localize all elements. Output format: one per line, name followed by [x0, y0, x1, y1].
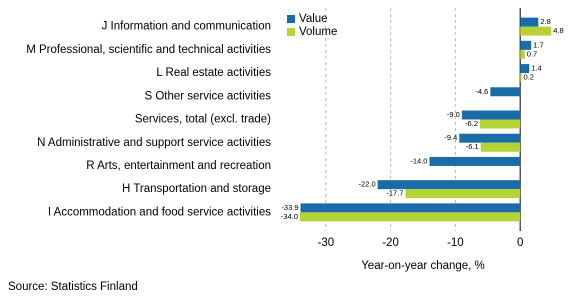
y-tick-label: M Professional, scientific and technical… — [26, 44, 271, 56]
y-tick-label: R Arts, entertainment and recreation — [86, 160, 271, 172]
value-label: 2.8 — [540, 17, 550, 26]
value-label: -6.2 — [465, 119, 478, 128]
value-label: 0.2 — [523, 73, 533, 82]
x-tick-label: -30 — [318, 237, 335, 249]
bar — [520, 49, 525, 59]
bar — [459, 133, 521, 143]
x-tick-label: -10 — [447, 237, 464, 249]
bar — [377, 180, 521, 190]
bar — [405, 189, 521, 199]
value-label: 1.4 — [531, 64, 541, 73]
x-tick-label: 0 — [517, 237, 523, 249]
bar — [520, 17, 539, 27]
value-label: -34.0 — [281, 212, 298, 221]
bar — [520, 73, 522, 83]
y-tick-label: N Administrative and support service act… — [37, 137, 271, 149]
value-label: -33.9 — [281, 203, 298, 212]
value-label: 4.8 — [553, 26, 563, 35]
bar — [480, 119, 521, 129]
bar — [520, 26, 552, 36]
value-label: -4.6 — [475, 87, 488, 96]
value-label: -22.0 — [359, 180, 376, 189]
value-label: -14.0 — [410, 156, 427, 165]
legend-swatch — [287, 28, 295, 36]
bar — [490, 87, 521, 97]
y-tick-label: L Real estate activities — [156, 67, 271, 79]
value-label: -17.7 — [386, 189, 403, 198]
x-axis-label: Year-on-year change, % — [361, 260, 485, 272]
bar — [299, 212, 521, 222]
value-label: -9.4 — [444, 133, 457, 142]
y-tick-label: J Information and communication — [102, 21, 271, 33]
bar — [300, 203, 521, 213]
bar — [480, 142, 521, 152]
y-tick-label: I Accommodation and food service activit… — [48, 206, 271, 218]
bar — [461, 110, 521, 120]
value-label: -9.0 — [447, 110, 460, 119]
value-label: 0.7 — [527, 49, 537, 58]
y-tick-label: Services, total (excl. trade) — [135, 114, 271, 126]
bar — [520, 64, 530, 74]
legend-swatch — [287, 15, 295, 23]
source: Source: Statistics Finland — [8, 281, 138, 293]
bar — [520, 40, 532, 50]
value-label: 1.7 — [533, 40, 543, 49]
y-tick-label: S Other service activities — [144, 90, 271, 102]
value-label: -6.1 — [466, 142, 479, 151]
x-tick-label: -20 — [382, 237, 399, 249]
y-tick-label: H Transportation and storage — [122, 183, 271, 195]
bar — [429, 156, 521, 166]
legend-label: Value — [299, 13, 328, 25]
legend-label: Volume — [299, 26, 337, 38]
